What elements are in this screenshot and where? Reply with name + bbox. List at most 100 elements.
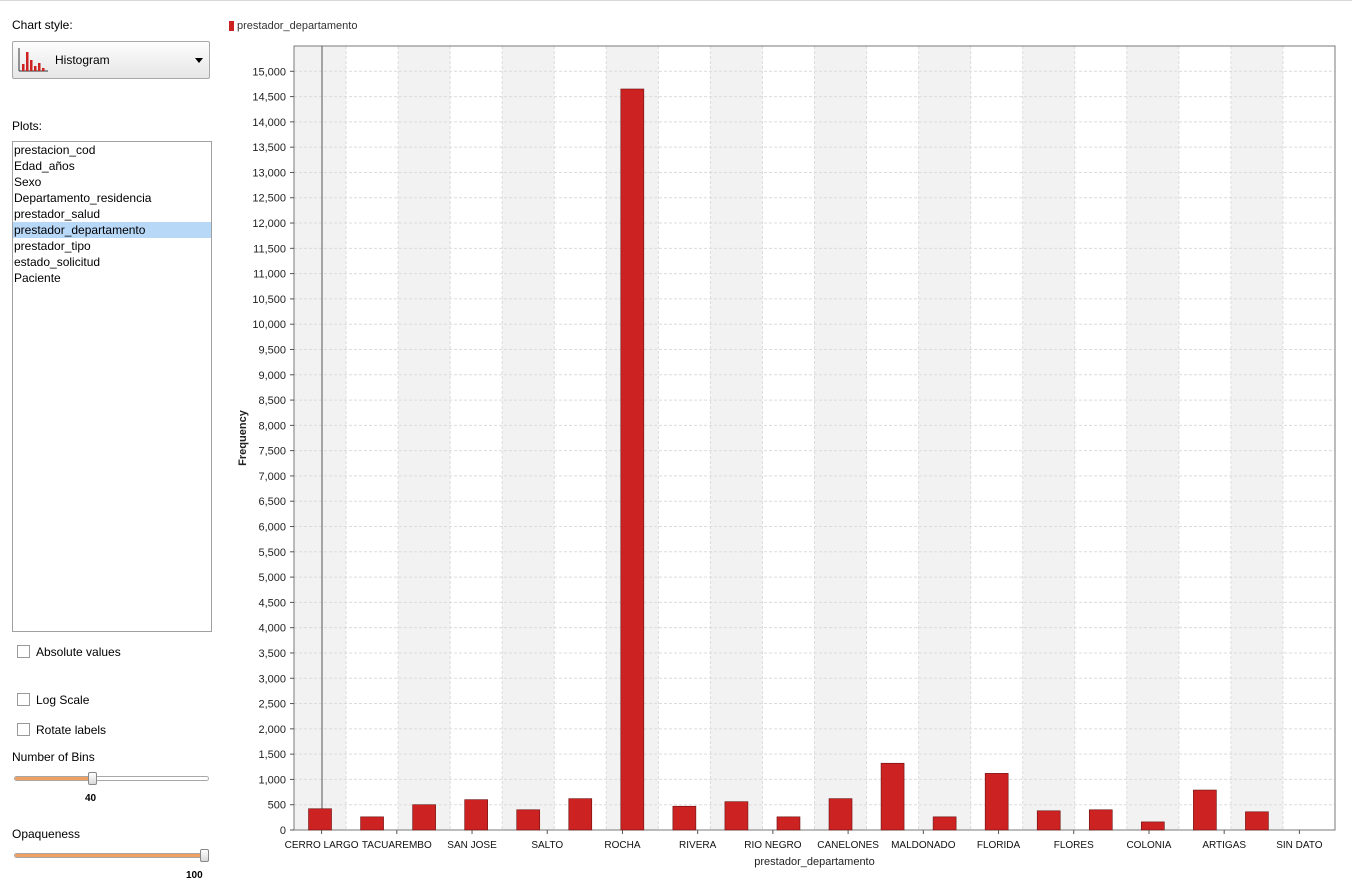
grid-band	[710, 46, 763, 830]
histogram-bar	[724, 801, 749, 831]
plots-label: Plots:	[12, 119, 43, 133]
y-tick-label: 12,500	[252, 193, 286, 205]
histogram-bar	[620, 88, 645, 831]
absolute-values-label: Absolute values	[36, 645, 121, 659]
opaqueness-slider-fill	[15, 854, 208, 857]
chart-style-label: Chart style:	[12, 18, 73, 32]
y-tick-label: 13,500	[252, 142, 286, 154]
y-tick-label: 2,500	[258, 699, 286, 711]
rotate-labels-checkbox[interactable]	[17, 723, 30, 736]
y-tick-label: 10,000	[252, 319, 286, 331]
x-tick-label: SIN DATO	[1276, 840, 1323, 851]
x-tick-label: SAN JOSE	[447, 840, 497, 851]
chart-style-dropdown[interactable]: Histogram	[12, 41, 210, 79]
y-tick-label: 14,000	[252, 117, 286, 129]
y-tick-label: 11,000	[253, 269, 286, 281]
histogram-bar	[776, 816, 801, 831]
y-tick-label: 14,500	[252, 92, 286, 104]
histogram-bar	[568, 798, 593, 831]
chart-style-value: Histogram	[55, 53, 110, 67]
histogram-bar	[516, 809, 541, 831]
x-tick-label: CANELONES	[817, 840, 879, 851]
y-tick-label: 4,000	[258, 623, 286, 635]
log-scale-label: Log Scale	[36, 693, 90, 707]
histogram-bar	[880, 762, 905, 831]
x-tick-label: CERRO LARGO	[285, 840, 359, 851]
opaqueness-value: 100	[186, 870, 203, 881]
y-tick-label: 13,000	[252, 167, 286, 179]
x-tick-label: MALDONADO	[891, 840, 956, 851]
histogram-bar	[464, 799, 488, 831]
y-tick-label: 7,500	[258, 446, 286, 458]
y-tick-label: 6,000	[258, 522, 286, 534]
histogram-bar	[412, 804, 436, 831]
bins-slider[interactable]	[14, 776, 209, 781]
y-tick-label: 8,500	[258, 395, 286, 407]
y-axis-label: Frequency	[237, 409, 249, 466]
y-tick-label: 6,500	[258, 496, 286, 508]
y-tick-label: 4,500	[258, 597, 286, 609]
grid-band	[398, 46, 451, 830]
y-tick-label: 3,000	[258, 673, 286, 685]
grid-band	[814, 46, 867, 830]
histogram-bar	[1193, 789, 1217, 831]
plot-item[interactable]: Edad_años	[14, 159, 75, 173]
plot-item[interactable]: prestador_tipo	[14, 239, 91, 253]
histogram-bar	[1036, 810, 1061, 831]
y-tick-label: 9,000	[258, 370, 286, 382]
y-tick-label: 7,000	[258, 471, 286, 483]
x-axis-label: prestador_departamento	[754, 856, 874, 868]
plot-frame	[293, 45, 1336, 831]
y-tick-label: 3,500	[258, 648, 286, 660]
chart-legend: prestador_departamento	[229, 20, 357, 32]
histogram-bar	[828, 798, 853, 831]
y-tick-label: 10,500	[252, 294, 286, 306]
plot-item[interactable]: prestador_salud	[14, 207, 101, 221]
opaqueness-label: Opaqueness	[12, 827, 81, 841]
y-tick-label: 1,500	[258, 749, 286, 761]
histogram-icon	[18, 48, 48, 72]
histogram-chart: 0 500 1,000 1,500 2,000 2,500 3,000 3,500 4,000 4…	[237, 45, 1336, 868]
histogram-bar	[360, 816, 384, 831]
legend-label: prestador_departamento	[237, 20, 358, 33]
y-tick-label: 1,000	[258, 774, 286, 786]
y-tick-label: 0	[280, 825, 286, 837]
plot-item[interactable]: Departamento_residencia	[14, 191, 152, 205]
x-tick-label: RIVERA	[679, 840, 717, 851]
absolute-values-checkbox[interactable]	[17, 645, 30, 658]
bins-slider-thumb[interactable]	[88, 772, 98, 785]
grid-band	[918, 46, 971, 830]
plots-list[interactable]: prestacion_cod Edad_años Sexo Departamento_…	[12, 141, 212, 632]
plot-item[interactable]: Paciente	[14, 271, 61, 285]
histogram-bar	[984, 773, 1009, 831]
y-tick-label: 8,000	[258, 420, 286, 432]
plot-item[interactable]: prestacion_cod	[14, 143, 96, 157]
left-panel: Chart style: Histogram Plots: prestacion…	[0, 0, 228, 885]
grid-band	[1022, 46, 1075, 830]
y-tick-label: 15,000	[252, 66, 286, 78]
plot-item[interactable]: prestador_departamento	[13, 222, 211, 238]
plot-item[interactable]: Sexo	[14, 175, 42, 189]
y-tick-label: 2,000	[258, 724, 286, 736]
y-tick-label: 12,000	[252, 218, 286, 230]
y-tick-label: 9,500	[258, 344, 286, 356]
y-tick-label: 11,500	[253, 243, 286, 255]
histogram-bar	[932, 816, 957, 831]
bins-value: 40	[85, 793, 97, 804]
x-tick-label: RIO NEGRO	[744, 840, 801, 851]
opaqueness-slider[interactable]	[14, 853, 209, 858]
bins-slider-fill	[15, 777, 93, 780]
x-tick-label: COLONIA	[1126, 840, 1171, 851]
histogram-bar	[1141, 821, 1165, 831]
grid-band	[1126, 46, 1179, 830]
grid-band	[1230, 46, 1283, 830]
rotate-labels-label: Rotate labels	[36, 723, 107, 737]
histogram-bar	[308, 808, 332, 831]
grid-band	[294, 46, 347, 830]
y-tick-label: 5,000	[258, 572, 286, 584]
log-scale-checkbox[interactable]	[17, 693, 30, 706]
y-tick-label: 500	[268, 800, 286, 812]
opaqueness-slider-thumb[interactable]	[200, 849, 209, 862]
plot-item[interactable]: estado_solicitud	[14, 255, 101, 269]
bins-label: Number of Bins	[12, 750, 95, 764]
